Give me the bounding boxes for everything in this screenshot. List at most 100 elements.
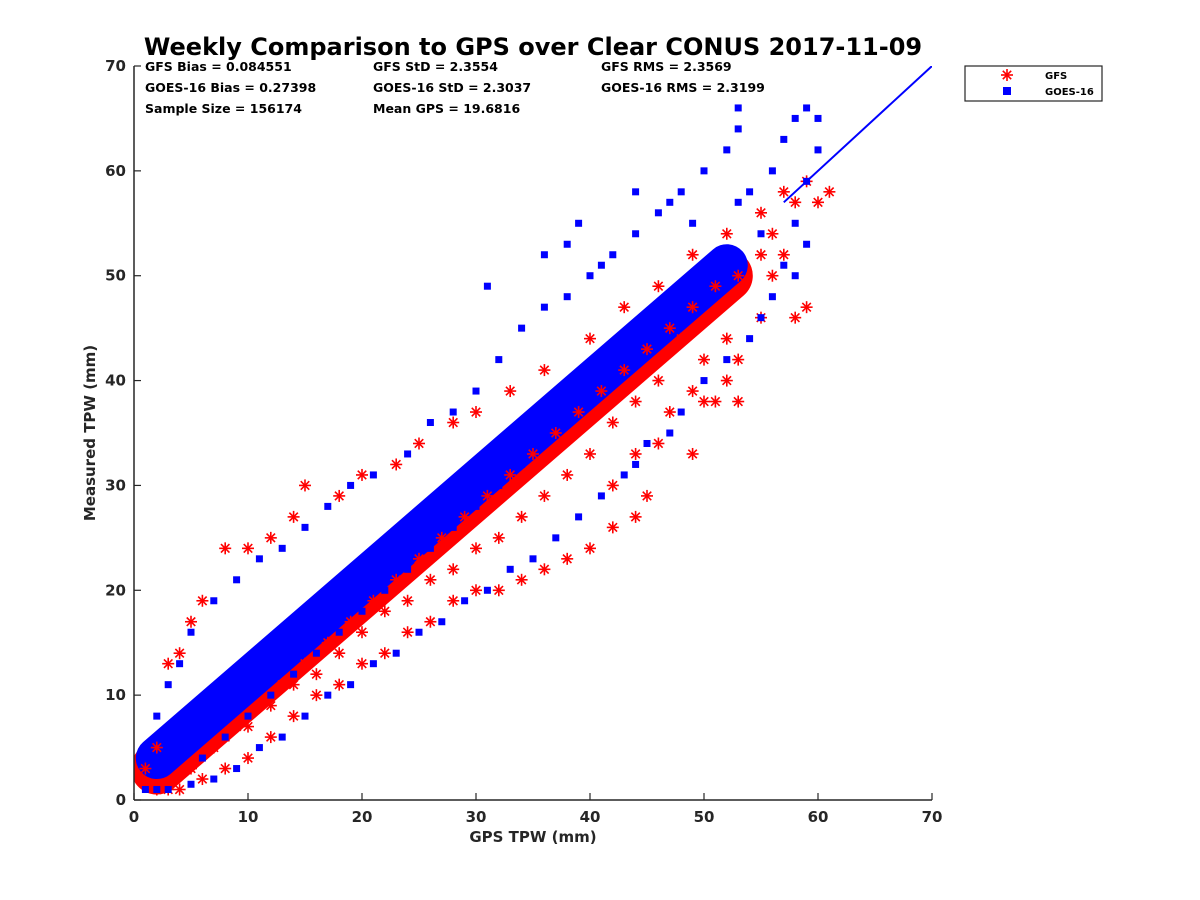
gfs-point: [538, 489, 551, 502]
gfs-point: [823, 185, 836, 198]
stat-0-0: GFS Bias = 0.084551: [145, 59, 292, 74]
y-tick-label: 50: [105, 267, 126, 285]
gfs-point: [173, 783, 186, 796]
gfs-point: [538, 364, 551, 377]
goes16-point: [586, 272, 594, 280]
gfs-point: [720, 374, 733, 387]
gfs-point: [572, 406, 585, 419]
gfs-point: [264, 699, 277, 712]
gfs-point: [618, 301, 631, 314]
goes16-point: [415, 523, 423, 531]
goes16-point: [221, 733, 229, 741]
goes16-point: [449, 523, 457, 531]
goes16-point: [552, 398, 560, 406]
gfs-point: [390, 573, 403, 586]
gfs-point: [470, 406, 482, 419]
goes16-point: [506, 565, 514, 573]
goes16-point: [233, 691, 241, 699]
gfs-point: [561, 552, 574, 565]
gfs-point: [185, 762, 197, 775]
x-tick-label: 30: [466, 808, 487, 826]
gfs-point: [561, 468, 574, 481]
gfs-point: [686, 385, 699, 398]
gfs-point: [219, 542, 232, 555]
goes16-point: [210, 597, 218, 605]
goes16-point: [461, 481, 469, 489]
goes16-point: [301, 628, 309, 636]
goes16-point: [689, 272, 697, 280]
legend: GFS GOES-16: [964, 65, 1103, 102]
goes16-point: [267, 691, 275, 699]
y-tick-label: 40: [105, 372, 126, 390]
legend-gfs-marker: [1001, 69, 1013, 81]
gfs-point: [812, 196, 824, 209]
gfs-point: [264, 531, 277, 544]
goes16-point: [620, 471, 628, 479]
gfs-point: [698, 395, 710, 408]
goes16-point: [632, 230, 640, 238]
gfs-point: [333, 678, 346, 691]
goes16-point: [324, 691, 332, 699]
goes16-point: [780, 261, 788, 269]
goes16-point: [563, 240, 571, 248]
goes16-point: [255, 555, 263, 563]
gfs-point: [641, 343, 653, 356]
gfs-point: [321, 636, 334, 649]
goes16-point: [438, 618, 446, 626]
goes16-point: [757, 230, 765, 238]
gfs-point: [378, 605, 391, 618]
goes16-point: [244, 712, 252, 720]
goes16-point: [381, 586, 389, 594]
gfs-point: [458, 510, 471, 523]
gfs-point: [789, 196, 802, 209]
goes16-point: [426, 419, 434, 427]
goes16-point: [347, 681, 355, 689]
gfs-point: [675, 332, 688, 345]
gfs-point: [230, 720, 243, 733]
gfs-point: [709, 395, 722, 408]
gfs-point: [287, 710, 300, 723]
goes16-point: [301, 523, 309, 531]
gfs-point: [549, 427, 562, 439]
gfs-point: [367, 594, 380, 607]
gfs-point: [424, 573, 437, 586]
x-axis-label: GPS TPW (mm): [469, 828, 596, 846]
goes16-point: [495, 481, 503, 489]
x-tick-label: 70: [922, 808, 943, 826]
gfs-point: [663, 406, 676, 419]
goes16-point: [176, 660, 184, 668]
gfs-point: [299, 657, 311, 670]
axes: 0 10 20 30 40 50 60 70 0 10 20 30 40 50 60 70: [105, 57, 942, 826]
goes16-point: [666, 293, 674, 301]
gfs-point: [686, 301, 699, 314]
goes16-point: [483, 460, 491, 468]
goes16-point: [609, 377, 617, 385]
gfs-point: [150, 741, 163, 754]
goes16-point: [791, 219, 799, 227]
goes16-point: [666, 198, 674, 206]
goes16-point: [677, 408, 685, 416]
gfs-point: [333, 489, 346, 502]
goes16-point: [575, 219, 583, 227]
gfs-point: [732, 269, 745, 282]
gfs-point: [378, 647, 391, 660]
gfs-point: [720, 332, 733, 345]
y-tick-label: 70: [105, 57, 126, 75]
goes16-point: [689, 219, 697, 227]
gfs-point: [196, 773, 209, 786]
goes16-point: [324, 607, 332, 615]
goes16-point: [324, 502, 332, 510]
goes16-point: [472, 502, 480, 510]
goes16-point: [278, 544, 286, 552]
goes16-point: [404, 450, 412, 458]
gfs-point: [139, 762, 152, 775]
goes16-point: [233, 765, 241, 773]
goes16-point: [677, 314, 685, 322]
goes16-point: [404, 565, 412, 573]
goes16-point: [290, 670, 298, 678]
stats-block: GFS Bias = 0.084551 GFS StD = 2.3554 GFS R…: [145, 59, 765, 116]
goes16-point: [210, 712, 218, 720]
gfs-point: [595, 385, 608, 398]
gfs-point: [435, 531, 448, 544]
gfs-point: [777, 185, 790, 198]
